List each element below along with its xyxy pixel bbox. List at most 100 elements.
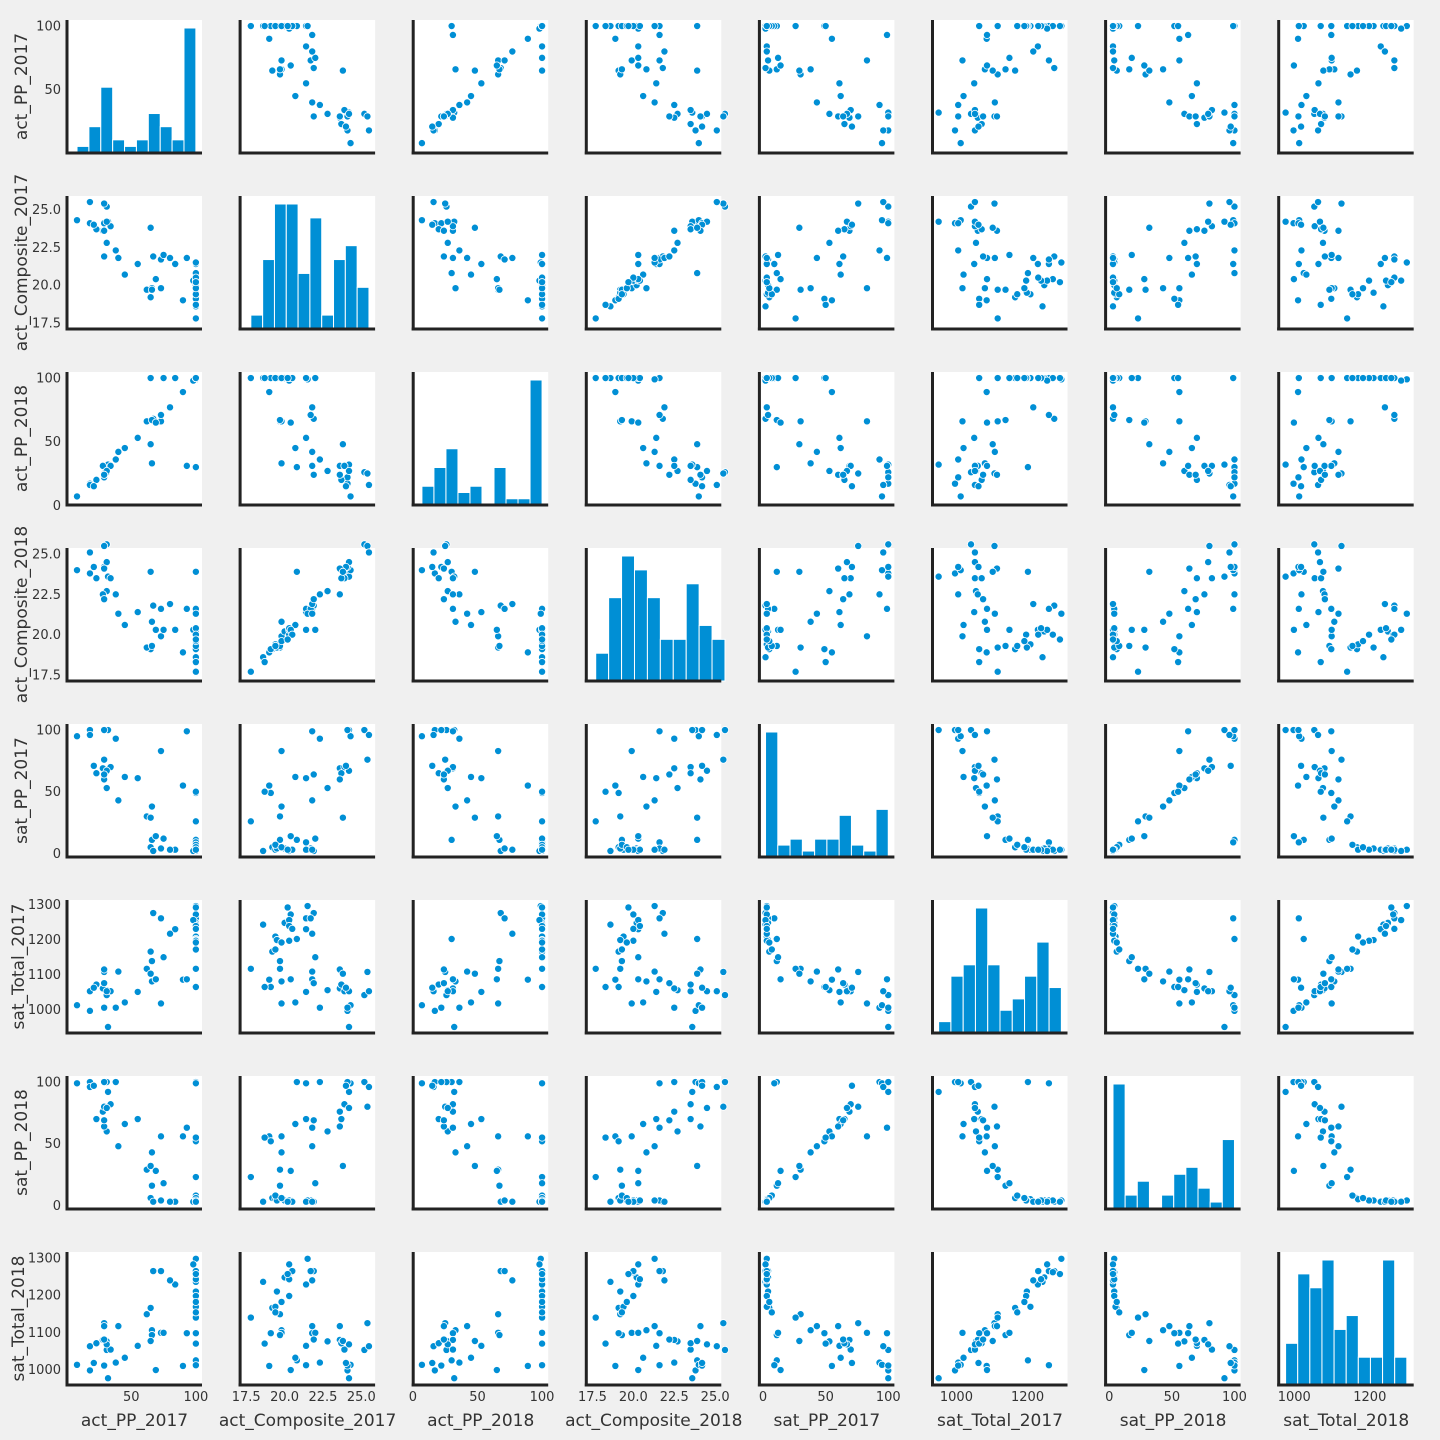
scatter-point bbox=[1011, 66, 1020, 75]
scatter-point bbox=[133, 1115, 142, 1124]
scatter-point bbox=[971, 1127, 980, 1136]
scatter-point bbox=[1397, 846, 1406, 855]
histogram-bar bbox=[297, 272, 311, 330]
scatter-point bbox=[1005, 834, 1014, 843]
scatter-point bbox=[73, 1079, 82, 1088]
scatter-point bbox=[291, 92, 300, 101]
scatter-point bbox=[277, 999, 286, 1008]
scatter-point bbox=[670, 246, 679, 255]
scatter-point bbox=[443, 1103, 452, 1112]
scatter-point bbox=[1020, 1194, 1029, 1203]
scatter-point bbox=[417, 566, 426, 575]
panel-background bbox=[586, 20, 722, 153]
scatter-point bbox=[1297, 220, 1306, 229]
scatter-point bbox=[428, 983, 437, 992]
scatter-point bbox=[1281, 217, 1290, 226]
scatter-point bbox=[335, 590, 344, 599]
scatter-point bbox=[111, 1078, 120, 1087]
panel-sat_PP_2017-vs-act_Composite_2018 bbox=[584, 724, 729, 859]
scatter-point bbox=[345, 109, 354, 118]
scatter-point bbox=[719, 967, 728, 976]
scatter-point bbox=[1281, 572, 1290, 581]
scatter-point bbox=[470, 969, 479, 978]
panel-sat_PP_2017-vs-sat_Total_2018 bbox=[1277, 724, 1414, 859]
histogram-bar bbox=[333, 259, 346, 330]
scatter-point bbox=[439, 1335, 448, 1344]
scatter-point bbox=[360, 1078, 369, 1087]
scatter-point bbox=[1057, 609, 1066, 618]
scatter-point bbox=[847, 562, 856, 571]
scatter-point bbox=[1297, 455, 1306, 464]
scatter-point bbox=[639, 270, 648, 279]
scatter-point bbox=[89, 562, 98, 571]
scatter-point bbox=[974, 761, 983, 770]
scatter-point bbox=[246, 667, 255, 676]
scatter-point bbox=[85, 198, 94, 207]
scatter-point bbox=[443, 238, 452, 247]
panel-background bbox=[1105, 196, 1241, 329]
scatter-point bbox=[1108, 302, 1117, 311]
scatter-point bbox=[883, 975, 892, 984]
scatter-point bbox=[1327, 461, 1336, 470]
scatter-point bbox=[1294, 374, 1303, 383]
scatter-point bbox=[954, 246, 963, 255]
scatter-point bbox=[1348, 290, 1357, 299]
scatter-point bbox=[1033, 260, 1042, 269]
y-axis-label: sat_PP_2018 bbox=[12, 1089, 32, 1196]
scatter-point bbox=[652, 774, 661, 783]
scatter-point bbox=[259, 1277, 268, 1286]
scatter-point bbox=[495, 1331, 504, 1340]
scatter-point bbox=[455, 1003, 464, 1012]
scatter-point bbox=[1369, 288, 1378, 297]
scatter-point bbox=[1187, 92, 1196, 101]
x-tick-label: 1200 bbox=[1353, 1390, 1386, 1405]
y-tick-label: 50 bbox=[44, 785, 61, 800]
scatter-point bbox=[1359, 843, 1368, 852]
x-tick-label: 100 bbox=[876, 1390, 901, 1405]
scatter-point bbox=[166, 403, 175, 412]
scatter-point bbox=[1297, 761, 1306, 770]
scatter-point bbox=[151, 625, 160, 634]
scatter-point bbox=[686, 980, 695, 989]
histogram-bar bbox=[493, 467, 507, 506]
scatter-point bbox=[655, 1361, 664, 1370]
scatter-point bbox=[495, 641, 504, 650]
scatter-point bbox=[1044, 410, 1053, 419]
x-axis-label: sat_PP_2018 bbox=[1120, 1411, 1227, 1431]
scatter-point bbox=[1390, 924, 1399, 933]
scatter-point bbox=[1134, 817, 1143, 826]
scatter-point bbox=[1297, 983, 1306, 992]
histogram-bar bbox=[1124, 1194, 1138, 1210]
scatter-point bbox=[1020, 22, 1029, 31]
scatter-point bbox=[455, 246, 464, 255]
scatter-point bbox=[291, 772, 300, 781]
scatter-point bbox=[89, 1358, 98, 1367]
scatter-point bbox=[308, 967, 317, 976]
scatter-point bbox=[988, 813, 997, 822]
scatter-point bbox=[1230, 246, 1239, 255]
scatter-point bbox=[120, 444, 129, 453]
scatter-point bbox=[1397, 24, 1406, 33]
scatter-point bbox=[338, 1161, 347, 1170]
scatter-point bbox=[624, 374, 633, 383]
histogram-bar bbox=[987, 964, 1001, 1034]
scatter-point bbox=[1180, 587, 1189, 596]
scatter-point bbox=[821, 374, 830, 383]
scatter-point bbox=[839, 470, 848, 479]
scatter-point bbox=[992, 112, 1001, 121]
scatter-point bbox=[191, 787, 200, 796]
scatter-point bbox=[1319, 223, 1328, 232]
scatter-point bbox=[363, 1102, 372, 1111]
scatter-point bbox=[191, 1329, 200, 1338]
scatter-point bbox=[970, 260, 979, 269]
histogram-bar bbox=[171, 139, 185, 154]
scatter-point bbox=[624, 22, 633, 31]
scatter-point bbox=[670, 461, 679, 470]
scatter-point bbox=[1159, 977, 1168, 986]
scatter-point bbox=[246, 22, 255, 31]
panel-sat_PP_2018-vs-act_Composite_2017 bbox=[238, 1076, 376, 1211]
scatter-point bbox=[617, 945, 626, 954]
scatter-point bbox=[614, 1329, 623, 1338]
scatter-point bbox=[285, 936, 294, 945]
